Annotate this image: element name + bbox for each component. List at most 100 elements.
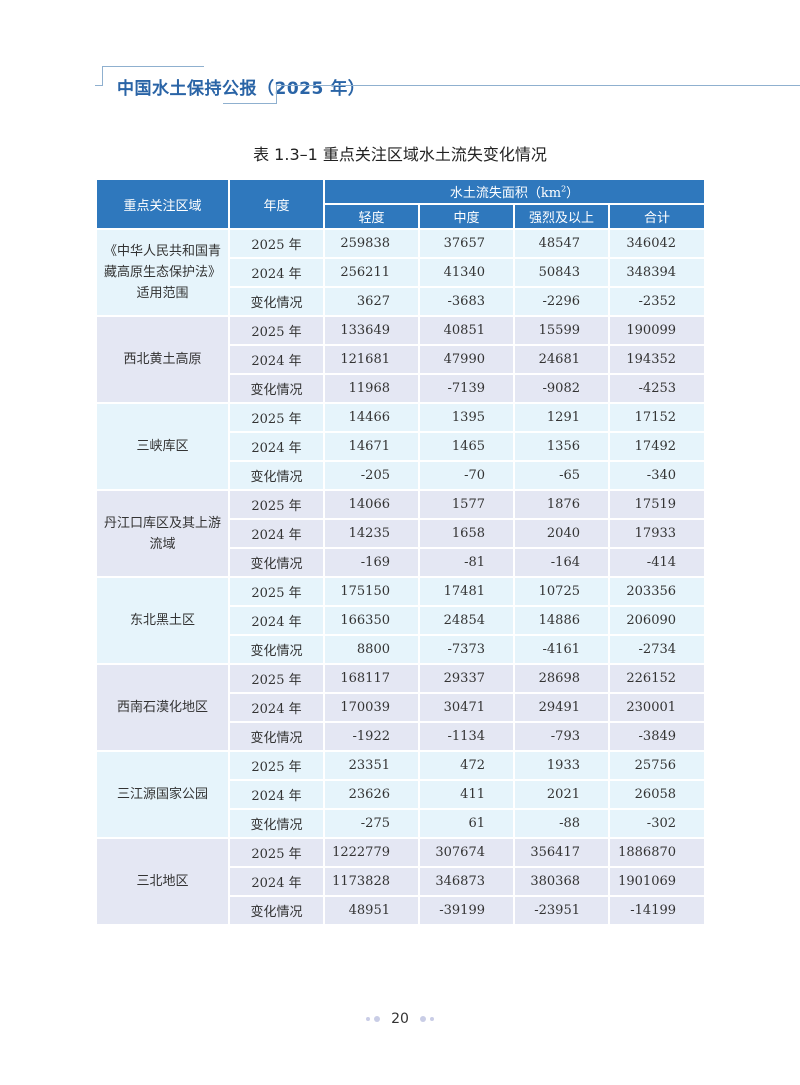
- value-cell: 11968: [323, 373, 420, 404]
- value-cell: 24854: [418, 605, 515, 636]
- year-cell: 变化情况: [228, 460, 325, 491]
- table-row: 变化情况 -205 -70 -65 -340: [96, 460, 707, 491]
- value-cell: 3627: [323, 286, 420, 317]
- table-row: 2024 年 14235 1658 2040 17933: [96, 518, 707, 549]
- value-cell: 17933: [607, 518, 707, 549]
- year-cell: 2024 年: [228, 431, 325, 462]
- soil-erosion-table: 重点关注区域 年度 水土流失面积（km2） 轻度 中度 强烈及以上 合计 《中华人民共…: [95, 178, 707, 926]
- value-cell: 30471: [418, 692, 515, 723]
- value-cell: 175150: [323, 576, 420, 607]
- value-cell: 203356: [607, 576, 707, 607]
- year-cell: 2024 年: [228, 692, 325, 723]
- year-cell: 变化情况: [228, 547, 325, 578]
- value-cell: 14466: [323, 402, 420, 433]
- value-cell: 41340: [418, 257, 515, 288]
- year-cell: 2025 年: [228, 228, 325, 259]
- value-cell: 230001: [607, 692, 707, 723]
- value-cell: 8800: [323, 634, 420, 665]
- dot-icon: [430, 1017, 435, 1021]
- year-cell: 变化情况: [228, 808, 325, 839]
- value-cell: 25756: [607, 750, 707, 781]
- value-cell: 61: [418, 808, 515, 839]
- value-cell: -14199: [607, 895, 707, 926]
- value-cell: -2296: [513, 286, 610, 317]
- value-cell: 226152: [607, 663, 707, 694]
- value-cell: -9082: [513, 373, 610, 404]
- value-cell: 1876: [513, 489, 610, 520]
- value-cell: -793: [513, 721, 610, 752]
- dot-icon: [420, 1016, 427, 1022]
- value-cell: -23951: [513, 895, 610, 926]
- value-cell: 2040: [513, 518, 610, 549]
- value-cell: 37657: [418, 228, 515, 259]
- value-cell: 1173828: [323, 866, 420, 897]
- value-cell: -205: [323, 460, 420, 491]
- value-cell: 28698: [513, 663, 610, 694]
- value-cell: 1886870: [607, 837, 707, 868]
- header-rule: [223, 103, 277, 104]
- header-area-sup: 2: [561, 184, 567, 194]
- year-cell: 2025 年: [228, 663, 325, 694]
- value-cell: 17481: [418, 576, 515, 607]
- value-cell: 346042: [607, 228, 707, 259]
- value-cell: 1901069: [607, 866, 707, 897]
- value-cell: 17519: [607, 489, 707, 520]
- value-cell: 47990: [418, 344, 515, 375]
- table-row: 西北黄土高原 2025 年 133649 40851 15599 190099: [95, 315, 707, 404]
- year-cell: 变化情况: [228, 286, 325, 317]
- value-cell: 1658: [418, 518, 515, 549]
- value-cell: 23351: [323, 750, 420, 781]
- value-cell: -2352: [607, 286, 707, 317]
- header-year: 年度: [228, 178, 325, 230]
- value-cell: 40851: [418, 315, 515, 346]
- year-cell: 2024 年: [228, 344, 325, 375]
- year-cell: 2025 年: [228, 750, 325, 781]
- region-cell: 三江源国家公园: [95, 750, 230, 839]
- value-cell: 15599: [513, 315, 610, 346]
- value-cell: 472: [418, 750, 515, 781]
- header-region: 重点关注区域: [95, 178, 230, 230]
- table-row: 西南石漠化地区 2025 年 168117 29337 28698 226152: [95, 663, 707, 752]
- year-cell: 变化情况: [228, 634, 325, 665]
- value-cell: 48547: [513, 228, 610, 259]
- table-row: 变化情况 -275 61 -88 -302: [96, 808, 707, 839]
- value-cell: 194352: [607, 344, 707, 375]
- header-rule: [102, 66, 103, 85]
- table-row: 变化情况 8800 -7373 -4161 -2734: [96, 634, 707, 665]
- value-cell: 23626: [323, 779, 420, 810]
- value-cell: 10725: [513, 576, 610, 607]
- table-row: 变化情况 -1922 -1134 -793 -3849: [96, 721, 707, 752]
- value-cell: 166350: [323, 605, 420, 636]
- year-cell: 2024 年: [228, 518, 325, 549]
- value-cell: 14235: [323, 518, 420, 549]
- value-cell: -88: [513, 808, 610, 839]
- table-row: 2024 年 256211 41340 50843 348394: [96, 257, 707, 288]
- table-row: 丹江口库区及其上游流域 2025 年 14066 1577 1876 17519: [95, 489, 707, 578]
- value-cell: 1356: [513, 431, 610, 462]
- value-cell: -4253: [607, 373, 707, 404]
- year-cell: 变化情况: [228, 721, 325, 752]
- value-cell: -302: [607, 808, 707, 839]
- header-rule: [102, 66, 204, 67]
- table-row: 东北黑土区 2025 年 175150 17481 10725 203356: [95, 576, 707, 665]
- value-cell: 1291: [513, 402, 610, 433]
- value-cell: 24681: [513, 344, 610, 375]
- value-cell: 50843: [513, 257, 610, 288]
- table-row: 2024 年 121681 47990 24681 194352: [96, 344, 707, 375]
- value-cell: 14066: [323, 489, 420, 520]
- value-cell: -81: [418, 547, 515, 578]
- table-caption: 表 1.3–1 重点关注区域水土流失变化情况: [253, 145, 547, 164]
- table-row: 三北地区 2025 年 1222779 307674 356417 1886870: [95, 837, 707, 926]
- year-cell: 2025 年: [228, 837, 325, 868]
- value-cell: 133649: [323, 315, 420, 346]
- value-cell: -169: [323, 547, 420, 578]
- value-cell: -164: [513, 547, 610, 578]
- table-row: 《中华人民共和国青藏高原生态保护法》适用范围 2025 年 259838 37657 4…: [95, 228, 707, 317]
- value-cell: 1222779: [323, 837, 420, 868]
- value-cell: 346873: [418, 866, 515, 897]
- header-rule: [276, 85, 800, 86]
- value-cell: 26058: [607, 779, 707, 810]
- value-cell: 307674: [418, 837, 515, 868]
- year-cell: 变化情况: [228, 895, 325, 926]
- year-cell: 2025 年: [228, 576, 325, 607]
